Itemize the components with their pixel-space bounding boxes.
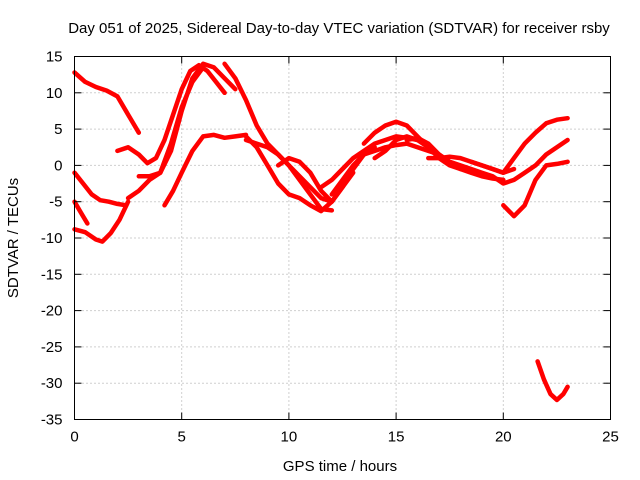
y-tick-label: 0	[54, 157, 62, 174]
y-tick-label: -10	[41, 230, 63, 247]
x-tick-label: 15	[388, 429, 405, 446]
grid	[74, 56, 611, 420]
series-arc-20	[501, 159, 570, 219]
series-arc-11	[243, 137, 335, 204]
x-tick-label: 5	[178, 429, 186, 446]
y-tick-label: -15	[41, 266, 63, 283]
axis-ticks	[74, 56, 611, 420]
series-arc-3	[72, 199, 90, 226]
series-layer	[72, 61, 570, 403]
series-arc-8	[162, 132, 249, 208]
y-tick-label: -30	[41, 375, 63, 392]
y-tick-label: 5	[54, 121, 62, 138]
series-arc-21	[535, 359, 570, 403]
x-tick-label: 25	[602, 429, 619, 446]
series-arc-7	[136, 61, 238, 179]
y-tick-label: -25	[41, 339, 63, 356]
series-arc-1	[72, 70, 142, 135]
series-arc-19	[468, 115, 570, 175]
y-tick-label: -35	[41, 412, 63, 429]
y-tick-labels: -35 -30 -25 -20 -15 -10 -5 0 5 10 15	[41, 49, 63, 429]
x-tick-label: 0	[70, 429, 78, 446]
series-arc-4	[72, 199, 131, 244]
chart-title: Day 051 of 2025, Sidereal Day-to-day VTE…	[68, 20, 610, 37]
y-tick-label: 15	[46, 49, 63, 66]
series-arc-17	[404, 135, 570, 186]
series-arc-2	[72, 170, 129, 208]
series-arc-14	[329, 141, 442, 197]
x-axis-label: GPS time / hours	[283, 458, 397, 475]
x-tick-label: 20	[495, 429, 512, 446]
y-tick-label: -20	[41, 303, 63, 320]
y-tick-label: -5	[49, 194, 62, 211]
y-axis-label: SDTVAR / TECUs	[5, 178, 22, 298]
series-arc-5	[115, 62, 227, 166]
x-tick-labels: 0 5 10 15 20 25	[70, 429, 619, 446]
y-tick-label: 10	[46, 85, 63, 102]
series-arc-15	[361, 119, 463, 172]
x-tick-label: 10	[281, 429, 298, 446]
